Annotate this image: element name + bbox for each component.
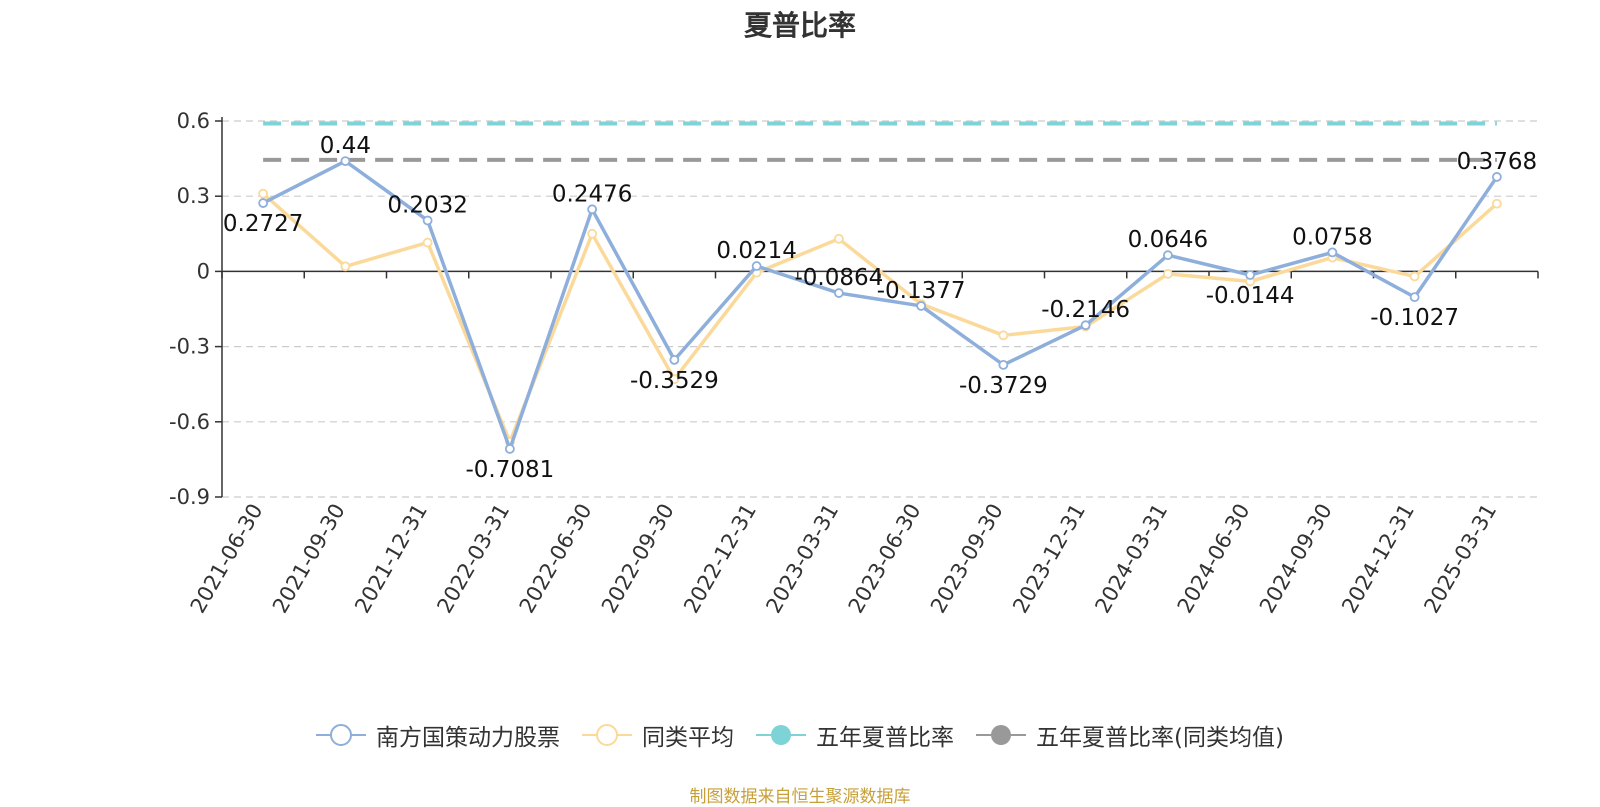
legend-item-fund[interactable]: 南方国策动力股票 — [316, 718, 560, 752]
legend: 南方国策动力股票 同类平均 五年夏普比率 五年夏普比率(同类均值) — [0, 718, 1600, 752]
x-tick-label: 2022-12-31 — [679, 500, 761, 618]
legend-item-five-year[interactable]: 五年夏普比率 — [756, 718, 954, 752]
data-point-1 — [422, 237, 433, 248]
data-point-1 — [998, 330, 1009, 341]
legend-item-peer-avg[interactable]: 同类平均 — [582, 718, 734, 752]
data-point-1 — [258, 188, 269, 199]
data-point-1 — [587, 228, 598, 239]
data-label: 0.3768 — [1457, 149, 1537, 175]
data-point-0 — [751, 261, 762, 271]
data-label: -0.1377 — [877, 278, 966, 304]
y-tick-label: 0 — [197, 259, 210, 283]
data-label: 0.2032 — [387, 192, 467, 218]
data-label: -0.7081 — [465, 457, 554, 483]
data-label: 0.0214 — [716, 238, 796, 264]
data-point-0 — [833, 288, 844, 298]
data-labels: 0.2727 0.44 0.2032 -0.7081 0.2476 -0.3529 0.02… — [223, 133, 1537, 483]
x-tick-label: 2024-12-31 — [1337, 500, 1419, 618]
data-point-0 — [669, 354, 680, 365]
legend-label-peer-avg: 同类平均 — [642, 725, 735, 751]
data-point-0 — [916, 301, 927, 311]
data-label: -0.3729 — [959, 373, 1048, 399]
source-note: 制图数据来自恒生聚源数据库 — [689, 787, 911, 807]
legend-item-five-year-peer[interactable]: 五年夏普比率(同类均值) — [976, 718, 1284, 752]
legend-marker-five-year — [756, 725, 807, 745]
data-label: -0.0864 — [794, 265, 883, 291]
data-label: 0.0646 — [1128, 227, 1208, 253]
legend-label-fund: 南方国策动力股票 — [376, 725, 561, 751]
data-point-1 — [1491, 198, 1502, 209]
data-point-0 — [1080, 320, 1091, 331]
chart-title: 夏普比率 — [743, 9, 856, 42]
x-tick-label: 2023-06-30 — [844, 500, 926, 618]
x-tick-label: 2024-09-30 — [1255, 500, 1337, 618]
x-tick-label: 2022-06-30 — [515, 500, 597, 618]
data-point-1 — [833, 233, 844, 244]
series-line-0 — [262, 159, 1499, 451]
data-point-0 — [258, 198, 269, 208]
x-tick-label: 2024-03-31 — [1090, 500, 1172, 618]
data-label: 0.2476 — [552, 181, 632, 207]
y-tick-label: 0.6 — [177, 109, 210, 133]
data-point-1 — [669, 374, 680, 385]
data-label: -0.1027 — [1370, 305, 1459, 331]
data-point-1 — [1162, 269, 1173, 279]
x-tick-label: 2023-03-31 — [761, 500, 843, 618]
x-tick-label: 2021-09-30 — [268, 500, 350, 618]
data-point-0 — [1327, 247, 1338, 258]
series-line-1 — [261, 192, 1499, 444]
y-tick-label: -0.9 — [169, 485, 210, 509]
data-point-0 — [1245, 270, 1256, 280]
data-point-0 — [340, 156, 351, 167]
data-point-0 — [1491, 172, 1502, 182]
x-tick-label: 2022-09-30 — [597, 500, 679, 618]
data-point-0 — [1162, 250, 1173, 261]
data-point-0 — [422, 215, 433, 226]
data-point-0 — [1409, 292, 1420, 303]
x-tick-label: 2021-12-31 — [350, 500, 432, 618]
data-label: -0.0144 — [1206, 283, 1295, 309]
data-point-0 — [587, 204, 598, 215]
x-tick-label: 2021-06-30 — [186, 500, 268, 618]
x-tick-label: 2024-06-30 — [1173, 500, 1255, 618]
legend-label-five-year-peer: 五年夏普比率(同类均值) — [1036, 725, 1284, 751]
x-tick-label: 2022-03-31 — [432, 500, 514, 618]
data-point-1 — [1409, 271, 1420, 282]
data-label: -0.3529 — [630, 368, 719, 394]
data-point-0 — [504, 443, 515, 454]
x-tick-label: 2023-09-30 — [926, 500, 1008, 618]
grid-lines — [222, 120, 1538, 498]
data-label: 0.0758 — [1292, 224, 1372, 250]
series-lines — [258, 121, 1502, 454]
legend-label-five-year: 五年夏普比率 — [816, 725, 955, 751]
y-tick-label: -0.3 — [169, 335, 210, 359]
legend-marker-five-year-peer — [976, 725, 1027, 745]
data-label: -0.2146 — [1041, 297, 1130, 323]
data-point-1 — [340, 261, 351, 272]
data-label: 0.44 — [320, 133, 371, 159]
y-tick-label: -0.6 — [169, 410, 210, 434]
y-tick-label: 0.3 — [177, 184, 210, 208]
legend-marker-peer-avg — [582, 724, 633, 746]
legend-marker-fund — [316, 724, 367, 746]
data-point-0 — [998, 359, 1009, 370]
x-tick-label: 2023-12-31 — [1008, 500, 1090, 618]
data-label: 0.2727 — [223, 211, 303, 237]
x-tick-label: 2025-03-31 — [1419, 500, 1501, 618]
